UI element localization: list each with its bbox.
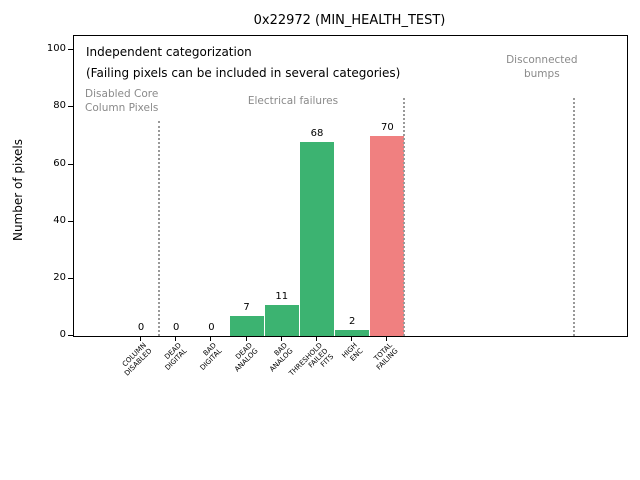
x-tick-mark	[280, 336, 282, 341]
separator-line	[402, 98, 405, 336]
y-tick-mark	[68, 277, 73, 279]
separator-line	[572, 98, 575, 336]
y-tick-label: 60	[53, 157, 66, 169]
bar	[229, 316, 264, 336]
y-tick-label: 20	[53, 271, 66, 283]
region-label: Disabled Core Column Pixels	[85, 88, 159, 114]
x-tick-mark	[140, 336, 141, 341]
bar	[300, 141, 334, 336]
y-tick-label: 40	[53, 214, 66, 226]
x-tick-mark	[175, 336, 177, 341]
separator-line	[157, 121, 160, 336]
y-tick-mark	[68, 106, 73, 108]
x-tick-mark	[351, 336, 353, 341]
bar-value-label: 70	[381, 122, 394, 133]
bar-value-label: 0	[208, 322, 215, 333]
bar	[264, 304, 299, 336]
bar-value-label: 11	[275, 290, 289, 302]
region-label: Disconnected bumps	[506, 54, 578, 80]
x-tick-mark	[245, 336, 247, 341]
y-tick-mark	[68, 163, 73, 165]
bar	[335, 330, 370, 336]
chart-title: 0x22972 (MIN_HEALTH_TEST)	[253, 13, 446, 28]
y-tick-label: 0	[59, 329, 66, 340]
annotation-independent-categorization: Independent categorization	[86, 45, 252, 59]
bar-value-label: 68	[310, 127, 324, 139]
bar-value-label: 2	[349, 316, 356, 328]
bar	[370, 136, 405, 336]
y-tick-mark	[68, 49, 73, 51]
x-tick-mark	[386, 336, 388, 341]
y-tick-label: 100	[46, 43, 66, 55]
y-axis-label: Number of pixels	[11, 138, 25, 242]
x-tick-mark	[210, 336, 212, 341]
y-tick-label: 80	[53, 100, 66, 112]
bar-value-label: 0	[137, 322, 145, 333]
bar-value-label: 0	[173, 322, 180, 333]
bar-value-label: 7	[243, 302, 250, 313]
plot-area: Independent categorization (Failing pixe…	[73, 35, 628, 337]
y-tick-mark	[68, 220, 73, 222]
y-tick-mark	[68, 335, 73, 336]
x-tick-mark	[316, 336, 317, 341]
region-label: Electrical failures	[247, 95, 339, 107]
annotation-failing-pixels-note: (Failing pixels can be included in sever…	[86, 66, 401, 80]
